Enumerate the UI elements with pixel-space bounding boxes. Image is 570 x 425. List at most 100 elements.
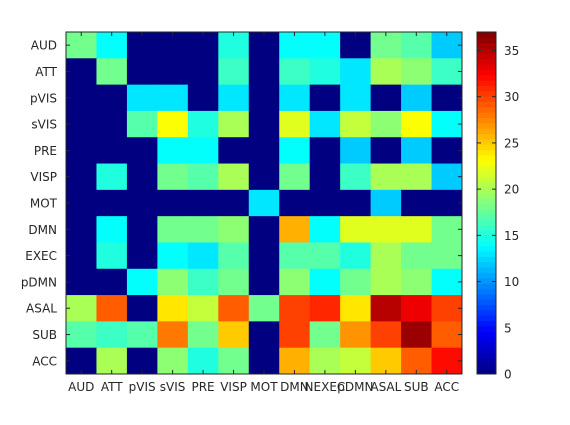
colorbar-segment <box>477 288 496 295</box>
y-tick-label: DMN <box>28 223 57 237</box>
heatmap-cell <box>248 242 280 270</box>
colorbar-tick-label: 35 <box>504 44 519 58</box>
heatmap-cell <box>218 163 250 191</box>
heatmap-cell <box>401 242 432 270</box>
heatmap-cell <box>126 347 158 375</box>
heatmap-cell <box>157 110 189 138</box>
heatmap-cell <box>309 163 341 191</box>
colorbar-segment <box>477 106 496 113</box>
heatmap-cell <box>157 58 189 86</box>
heatmap-cell <box>401 216 432 243</box>
heatmap-cell <box>431 216 463 243</box>
colorbar-tick-label: 20 <box>504 183 519 197</box>
heatmap-cell <box>309 58 341 86</box>
colorbar-segment <box>477 336 496 343</box>
heatmap-cell <box>340 58 372 86</box>
x-tick-label: pDMN <box>337 380 373 394</box>
heatmap-cell <box>187 295 219 322</box>
y-tick-label: ASAL <box>26 302 57 316</box>
heatmap-cell <box>218 347 250 375</box>
heatmap-cell <box>157 347 189 375</box>
heatmap-cell <box>157 189 189 217</box>
y-tick-label: SUB <box>32 328 57 342</box>
colorbar-segment <box>477 352 496 359</box>
heatmap-cell <box>248 295 280 322</box>
x-tick-label: PRE <box>191 380 214 394</box>
colorbar-segment <box>477 261 496 268</box>
colorbar-segment <box>477 309 496 316</box>
colorbar-segment <box>477 224 496 231</box>
heatmap-cell <box>218 321 250 349</box>
colorbar-tick-label: 15 <box>504 229 519 243</box>
colorbar-segment <box>477 192 496 199</box>
heatmap-cell <box>431 58 463 86</box>
y-tick-label: ACC <box>32 354 57 368</box>
heatmap-cell <box>370 32 402 59</box>
colorbar-segment <box>477 203 496 209</box>
heatmap-cell <box>309 32 341 59</box>
colorbar-segment <box>477 85 496 92</box>
x-tick-label: ASAL <box>370 380 401 394</box>
colorbar-segment <box>477 272 496 279</box>
heatmap-cell <box>248 84 280 112</box>
heatmap-cell <box>370 321 402 349</box>
heatmap-cell <box>340 242 372 270</box>
colorbar-segment <box>477 154 496 161</box>
heatmap-cell <box>218 58 250 86</box>
heatmap-cell <box>340 321 372 349</box>
y-tick-label: ATT <box>35 65 57 79</box>
heatmap-cell <box>340 216 372 243</box>
heatmap-cell <box>126 321 158 349</box>
heatmap-cell <box>96 295 128 322</box>
heatmap-cell <box>401 321 432 349</box>
heatmap-cell <box>96 347 128 375</box>
colorbar-segment <box>477 90 496 97</box>
heatmap-cell <box>187 216 219 243</box>
heatmap-cell <box>126 242 158 270</box>
colorbar-segment <box>477 144 496 151</box>
heatmap-cell <box>401 295 432 322</box>
heatmap-cell <box>187 321 219 349</box>
heatmap-cell <box>309 295 341 322</box>
heatmap-cell <box>401 347 432 375</box>
heatmap-cell <box>96 84 128 112</box>
colorbar-segment <box>477 325 496 332</box>
colorbar: 0 5 10 15 20 25 30 35 <box>476 31 519 382</box>
colorbar-segment <box>477 42 496 49</box>
heatmap-cell <box>157 137 189 164</box>
heatmap-cell <box>309 347 341 375</box>
colorbar-segment <box>477 112 496 118</box>
heatmap-cells <box>66 32 463 375</box>
colorbar-tick-label: 0 <box>504 368 512 382</box>
heatmap-cell <box>279 347 311 375</box>
heatmap-cell <box>370 216 402 243</box>
heatmap-cell <box>248 321 280 349</box>
heatmap-cell <box>340 163 372 191</box>
colorbar-segment <box>477 64 496 70</box>
x-tick-label: DMN <box>280 380 309 394</box>
heatmap-cell <box>370 110 402 138</box>
colorbar-segment <box>477 368 496 375</box>
heatmap-cell <box>279 321 311 349</box>
heatmap-cell <box>279 295 311 322</box>
heatmap-cell <box>187 84 219 112</box>
heatmap-cell <box>96 242 128 270</box>
heatmap-cell <box>248 58 280 86</box>
heatmap-cell <box>248 347 280 375</box>
heatmap-cell <box>157 32 189 59</box>
heatmap-cell <box>370 189 402 217</box>
heatmap-cell <box>279 110 311 138</box>
heatmap-cell <box>66 137 97 164</box>
colorbar-segment <box>477 53 496 60</box>
heatmap-cell <box>431 295 463 322</box>
heatmap-cell <box>401 189 432 217</box>
heatmap-cell <box>340 110 372 138</box>
heatmap-cell <box>279 216 311 243</box>
heatmap-cell <box>340 268 372 296</box>
heatmap-cell <box>187 268 219 296</box>
heatmap-cell <box>279 137 311 164</box>
x-tick-label: pVIS <box>129 380 156 394</box>
heatmap-cell <box>187 189 219 217</box>
colorbar-segment <box>477 320 496 327</box>
heatmap-cell <box>96 163 128 191</box>
